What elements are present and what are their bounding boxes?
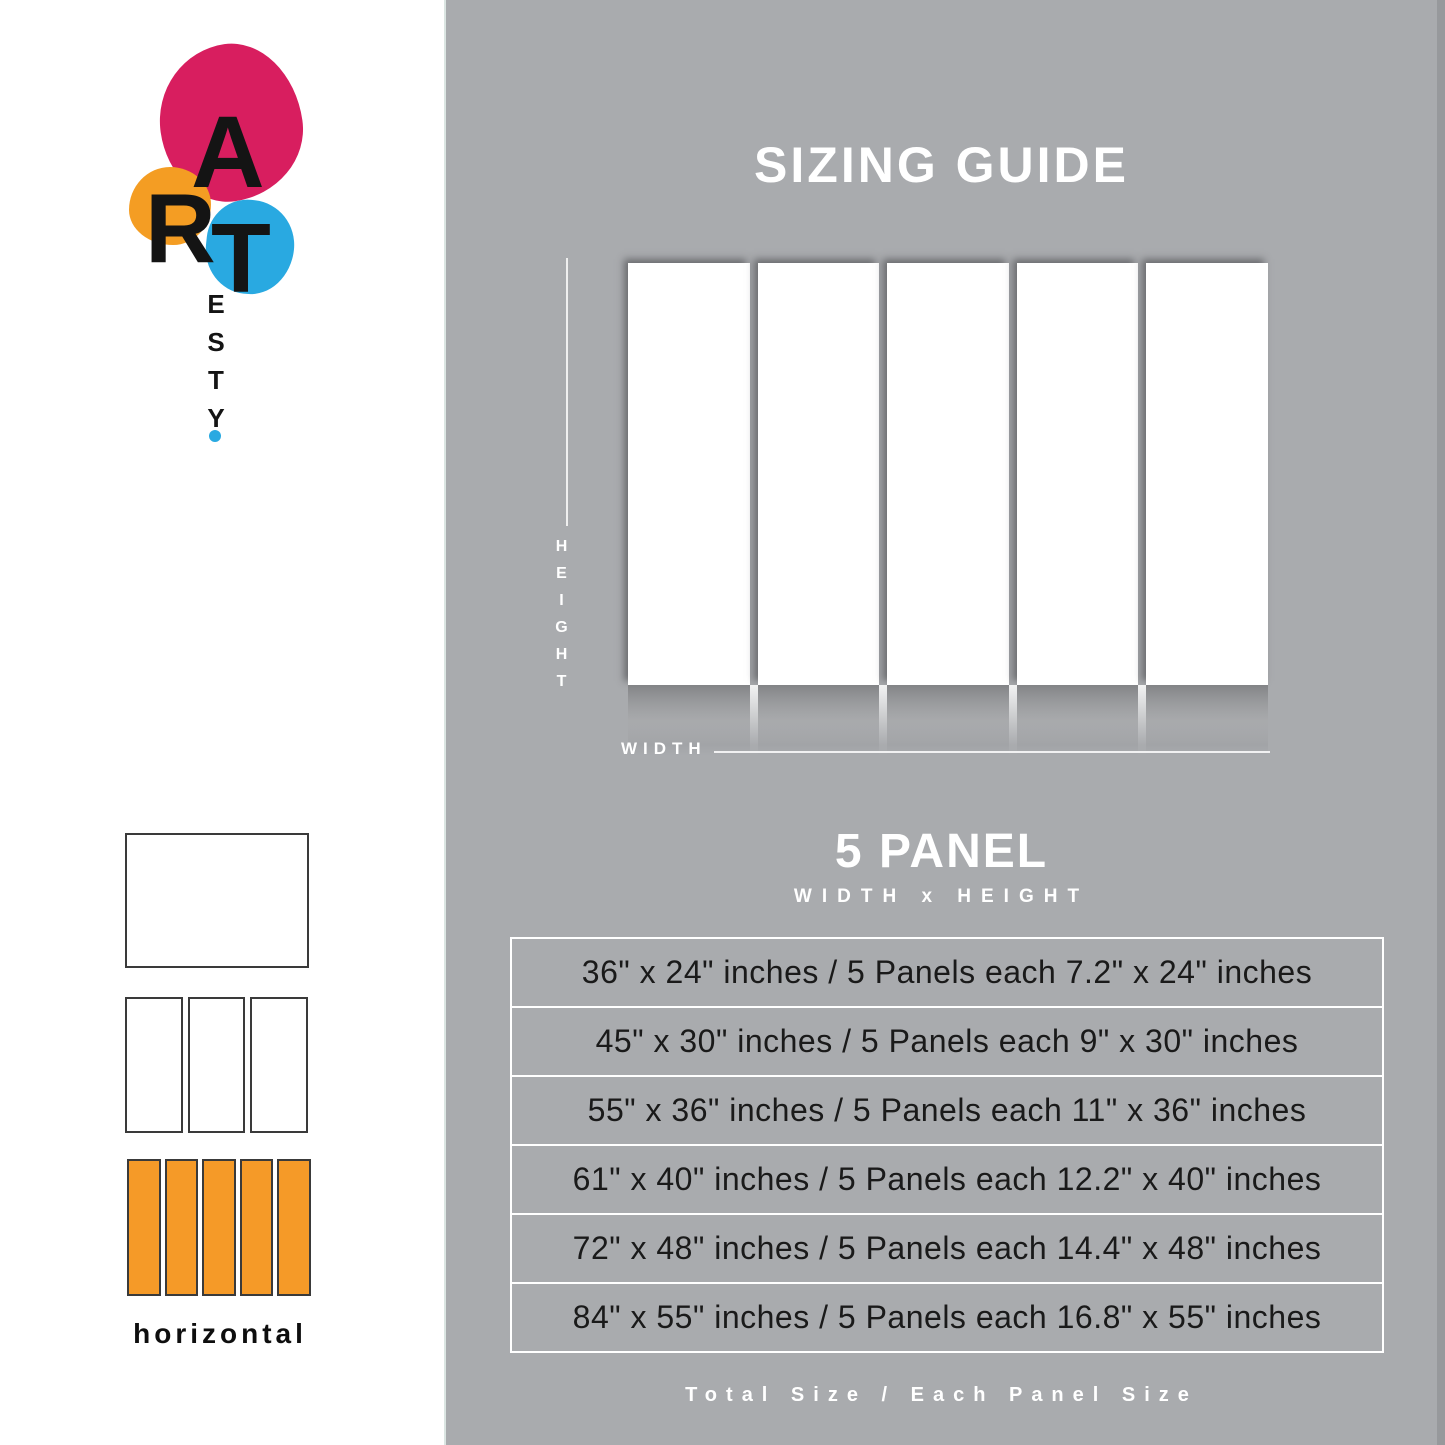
thumbnail-panel-rect [125, 997, 183, 1133]
logo-letter-t: T [211, 203, 271, 313]
thumbnail-panel-rect-orange [202, 1159, 236, 1296]
thumbnail-panel-rect-orange [239, 1159, 274, 1296]
thumbnail-panel-rect [250, 997, 309, 1133]
panel-reflection-segment [887, 685, 1009, 765]
thumbnail-panel-rect [187, 997, 246, 1133]
diagram-panel [628, 263, 750, 685]
logo-vertical-letter: E [207, 289, 225, 319]
logo-vertical-letter: S [207, 327, 225, 357]
size-table: 36" x 24" inches / 5 Panels each 7.2" x … [510, 937, 1384, 1353]
thumbnail-three-panel [125, 997, 309, 1133]
diagram-panel [1146, 263, 1268, 685]
size-row: 84" x 55" inches / 5 Panels each 16.8" x… [572, 1299, 1322, 1335]
logo-letter-r: R [145, 173, 216, 283]
panel-reflection-segment [757, 685, 880, 765]
diagram-panel [887, 263, 1009, 685]
width-axis-line [714, 751, 1270, 753]
orientation-label: horizontal [133, 1318, 307, 1349]
width-axis-label: WIDTH [621, 739, 707, 758]
height-axis-label: HEIGHT [553, 538, 570, 700]
panel-reflection [628, 685, 1268, 765]
height-axis-line [566, 258, 568, 526]
thumbnail-five-panel-selected [127, 1159, 311, 1296]
thumbnail-panel-rect-orange [277, 1159, 311, 1296]
page-title: SIZING GUIDE [754, 137, 1129, 193]
logo-letter-a: A [191, 95, 265, 209]
logo-vertical-letter: T [208, 365, 224, 395]
column-divider [444, 0, 446, 1445]
panel-count-heading: 5 PANEL [834, 825, 1049, 878]
diagram-panel [757, 263, 880, 685]
diagram-panels [628, 263, 1268, 685]
dimension-order-subheading: WIDTH x HEIGHT [793, 886, 1090, 907]
logo-vertical-letters: E S T Y [202, 291, 230, 431]
thumbnail-panel-rect-orange [164, 1159, 199, 1296]
footer-note: Total Size / Each Panel Size [685, 1384, 1198, 1406]
thumbnail-one-panel [125, 833, 309, 968]
logo-blob-orange [129, 167, 211, 245]
logo-dot [209, 430, 221, 442]
panel-reflection-segment [1146, 685, 1268, 765]
size-row: 36" x 24" inches / 5 Panels each 7.2" x … [512, 939, 1382, 1008]
thumbnail-panel-rect-orange [127, 1159, 161, 1296]
right-edge-shade [1437, 0, 1445, 1445]
size-row: 72" x 48" inches / 5 Panels each 14.4" x… [512, 1215, 1382, 1284]
size-row: 61" x 40" inches / 5 Panels each 12.2" x… [512, 1146, 1382, 1215]
size-row: 55" x 36" inches / 5 Panels each 11" x 3… [512, 1077, 1382, 1146]
logo-vertical-letter: Y [207, 403, 225, 433]
diagram-panel [1016, 263, 1139, 685]
size-row: 45" x 30" inches / 5 Panels each 9" x 30… [512, 1008, 1382, 1077]
panel-reflection-segment [1016, 685, 1139, 765]
